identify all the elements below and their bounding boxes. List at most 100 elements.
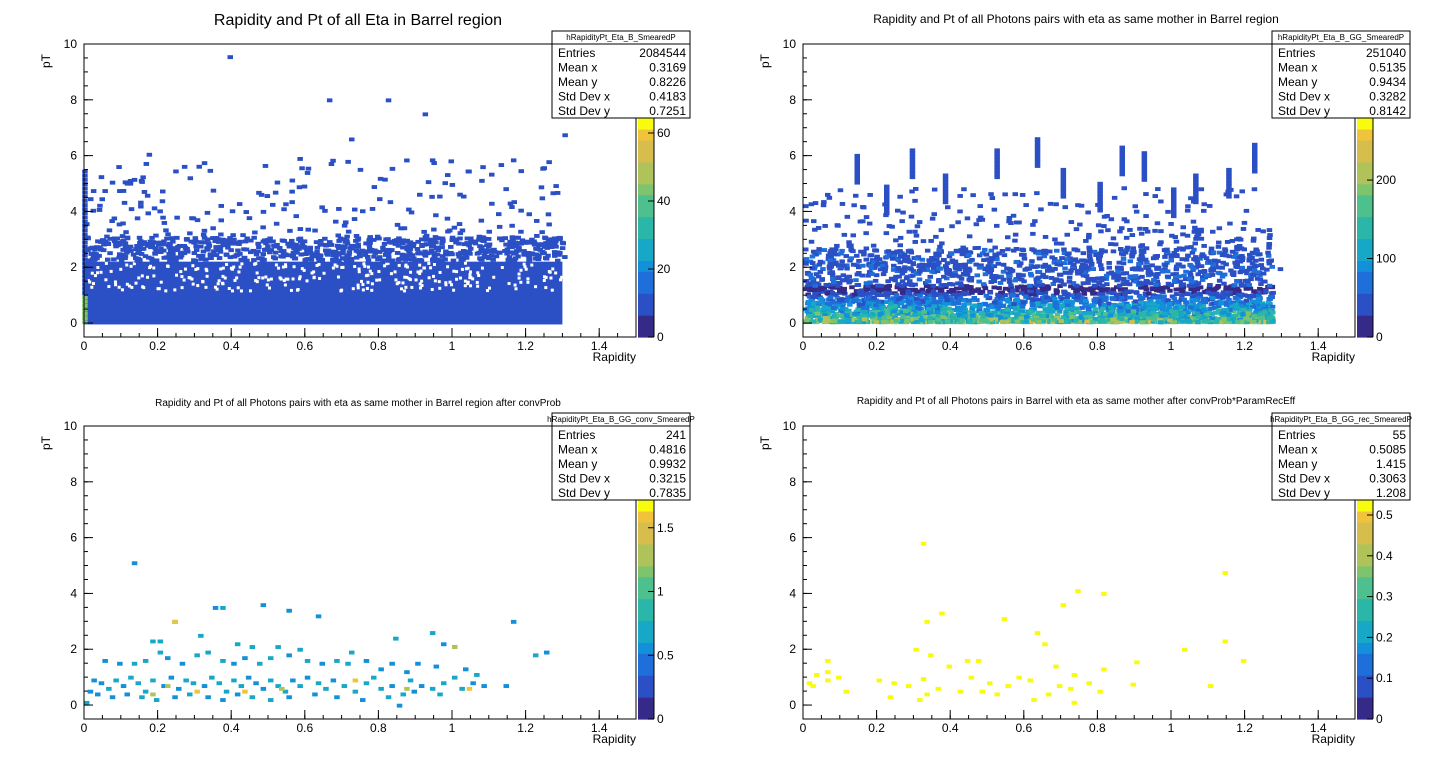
heatmap-bin [886,305,893,309]
heatmap-bin [1124,279,1130,284]
heatmap-bin [968,288,975,293]
heatmap-bin [893,299,899,304]
heatmap-bin [1053,202,1059,207]
heatmap-edge-bin [82,282,88,287]
heatmap-edge-bin [82,299,88,304]
heatmap-bin [930,258,936,263]
heatmap-bin [1061,282,1067,287]
heatmap-bin [868,266,875,271]
heatmap-bin [135,251,141,256]
heatmap-bin [367,235,373,239]
heatmap-bin [992,252,998,257]
heatmap-bin [1048,296,1054,301]
heatmap-bin [1018,261,1024,266]
heatmap-bin [236,202,243,206]
heatmap-bin [1241,307,1247,312]
heatmap-bin [524,252,531,256]
heatmap-bin [872,266,878,270]
heatmap-bin [1054,289,1060,294]
heatmap-bin [1258,263,1264,267]
heatmap-bin [433,213,439,218]
heatmap-bin [544,246,550,250]
heatmap-bin [856,259,862,263]
heatmap-bin [107,251,113,256]
heatmap-gap [239,289,243,293]
heatmap-bin [988,259,994,264]
heatmap-bin [243,247,250,252]
heatmap-bin [919,287,926,292]
heatmap-bin [1256,293,1262,298]
heatmap-bin [908,250,914,255]
heatmap-bin [1242,293,1248,298]
heatmap-gap [514,287,518,291]
heatmap-bin [803,257,810,261]
heatmap-gap [231,289,235,293]
heatmap-bin [1198,319,1204,324]
heatmap-bin [841,232,848,237]
heatmap-bin [882,261,888,266]
heatmap-bin [821,200,827,204]
heatmap-bin [381,242,388,246]
heatmap-bin [1173,306,1179,310]
heatmap-bin [327,240,333,244]
heatmap-bin [978,263,984,268]
heatmap-gap [543,275,547,279]
heatmap-bin [429,194,435,199]
heatmap-gap [366,280,370,284]
heatmap-bin [911,309,917,313]
heatmap-bin [943,314,949,319]
heatmap-gap [127,284,131,288]
heatmap-bin [1179,257,1185,262]
heatmap-bin [840,306,846,311]
heatmap-bin [99,197,105,202]
heatmap-bin [1246,307,1253,312]
heatmap-gap [194,267,198,271]
heatmap-gap [91,282,95,286]
heatmap-bin [945,306,952,311]
heatmap-bin [852,311,858,316]
heatmap-bin [942,294,948,299]
heatmap-bin [852,292,858,297]
heatmap-bin [1189,250,1196,255]
heatmap-bin [1171,296,1177,301]
heatmap-point [227,55,233,60]
heatmap-bin [314,253,321,257]
heatmap-bin [1255,270,1261,275]
palette-step [638,205,654,218]
heatmap-bin [336,239,342,243]
heatmap-bin [136,235,143,240]
heatmap-gap [363,264,367,268]
heatmap-bin [425,180,432,185]
heatmap-bin [353,234,360,238]
heatmap-bin [1030,298,1036,302]
heatmap-bin [1251,187,1258,192]
heatmap-bin [539,196,546,201]
heatmap-bin [901,255,908,260]
heatmap-bin [1014,285,1021,290]
heatmap-bin [109,219,115,223]
heatmap-bin [1106,290,1112,295]
heatmap-bin [1142,284,1149,289]
heatmap-bin [1124,306,1130,311]
heatmap-bin [1253,310,1259,315]
heatmap-bin [1068,284,1074,289]
heatmap-bin [1118,292,1124,297]
heatmap-bin [1095,223,1102,228]
palette-step [638,315,654,327]
heatmap-gap [486,289,490,293]
heatmap-bin [97,203,103,208]
heatmap-bin [1207,283,1213,287]
heatmap-bin [509,223,515,228]
heatmap-bin [251,258,257,262]
heatmap-bin [134,216,141,221]
heatmap-bin [1234,286,1241,291]
heatmap-bin [936,320,942,325]
heatmap-gap [463,279,467,283]
heatmap-bin [1075,292,1082,297]
heatmap-bin [431,161,437,165]
heatmap-bin [1121,186,1127,191]
heatmap-bin [1212,258,1218,263]
heatmap-bin [1119,251,1125,256]
heatmap-bin [1173,267,1180,272]
heatmap-bin [958,276,965,281]
